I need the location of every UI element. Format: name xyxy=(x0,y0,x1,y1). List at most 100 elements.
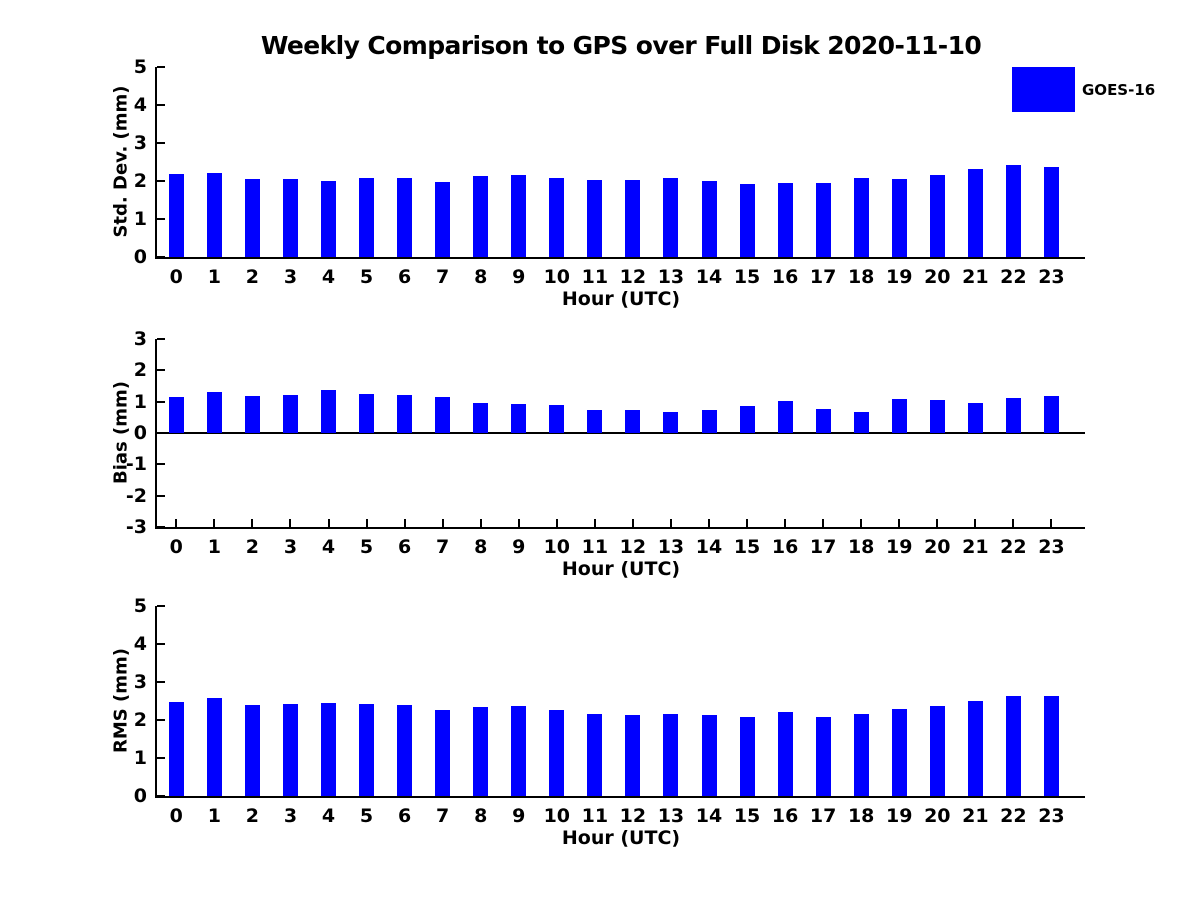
bar-hour-1 xyxy=(206,391,222,433)
bar-hour-7 xyxy=(435,397,451,433)
x-tick-label: 0 xyxy=(169,805,183,827)
y-tick-label: -3 xyxy=(125,516,147,538)
x-tick-label: 1 xyxy=(207,805,221,827)
y-axis-line xyxy=(155,606,157,798)
x-tick-label: 20 xyxy=(924,536,951,558)
x-tick xyxy=(631,519,634,527)
x-tick xyxy=(593,519,596,527)
y-tick-label: 3 xyxy=(133,132,147,154)
bar-hour-15 xyxy=(739,406,755,433)
x-tick xyxy=(860,519,863,527)
zero-line xyxy=(155,432,1085,434)
x-tick-label: 14 xyxy=(695,266,723,288)
y-tick-label: 1 xyxy=(133,390,147,413)
y-tick xyxy=(157,400,165,403)
bar-hour-16 xyxy=(777,182,793,257)
x-tick-label: 19 xyxy=(886,266,913,288)
bar-hour-14 xyxy=(701,180,717,257)
bar-hour-6 xyxy=(397,705,413,796)
bar-hour-17 xyxy=(815,182,831,257)
y-tick-label: 4 xyxy=(133,94,147,116)
bar-hour-4 xyxy=(321,180,336,257)
bar-hour-9 xyxy=(511,174,527,257)
bar-hour-18 xyxy=(853,177,869,257)
x-tick-label: 5 xyxy=(359,805,374,827)
bar-hour-19 xyxy=(891,398,907,433)
x-tick-label: 9 xyxy=(512,536,526,558)
bar-hour-15 xyxy=(739,716,755,796)
y-tick xyxy=(157,605,165,607)
x-tick-label: 20 xyxy=(924,266,951,288)
x-tick-label: 19 xyxy=(886,805,913,827)
x-tick-label: 13 xyxy=(657,266,685,288)
x-tick-label: 15 xyxy=(733,805,761,827)
bar-hour-7 xyxy=(435,710,451,796)
bar-hour-22 xyxy=(1005,397,1021,433)
x-tick xyxy=(479,519,482,527)
bar-hour-6 xyxy=(397,177,413,257)
y-axis-line xyxy=(155,67,157,259)
x-tick-label: 17 xyxy=(809,266,837,288)
y-tick-label: -2 xyxy=(125,484,147,507)
bar-hour-16 xyxy=(777,401,793,433)
y-tick-label: 2 xyxy=(133,170,147,192)
x-tick xyxy=(1050,519,1053,527)
x-tick-label: 3 xyxy=(283,805,298,827)
bar-hour-2 xyxy=(244,704,260,796)
bar-hour-5 xyxy=(359,704,375,796)
bar-hour-21 xyxy=(967,168,983,257)
x-tick xyxy=(936,519,939,527)
x-axis-label-hour-utc: Hour (UTC) xyxy=(561,288,681,310)
x-tick-label: 14 xyxy=(695,805,723,827)
x-tick-label: 4 xyxy=(321,536,336,558)
x-tick-label: 23 xyxy=(1038,805,1065,827)
x-tick-label: 22 xyxy=(1000,536,1027,558)
bar-hour-22 xyxy=(1005,695,1021,796)
x-tick-label: 8 xyxy=(474,805,488,827)
x-tick-label: 12 xyxy=(619,266,647,288)
bar-hour-4 xyxy=(321,703,336,796)
y-tick xyxy=(157,256,165,258)
y-tick xyxy=(157,338,165,340)
x-tick-label: 11 xyxy=(581,805,609,827)
bar-hour-18 xyxy=(853,411,869,433)
x-tick-label: 12 xyxy=(619,805,647,827)
y-tick xyxy=(157,643,165,645)
bar-hour-0 xyxy=(168,173,184,257)
x-axis-line xyxy=(155,527,1085,529)
x-tick xyxy=(669,519,672,527)
x-tick-label: 1 xyxy=(207,266,221,288)
y-tick xyxy=(157,719,165,721)
bar-hour-11 xyxy=(587,179,603,257)
x-tick-label: 13 xyxy=(657,805,685,827)
bar-hour-0 xyxy=(168,396,184,433)
x-tick-label: 7 xyxy=(436,266,450,288)
x-tick xyxy=(327,519,330,527)
bar-hour-5 xyxy=(359,177,375,257)
x-tick xyxy=(289,519,292,527)
y-tick xyxy=(157,104,165,106)
bar-hour-23 xyxy=(1043,396,1059,433)
y-tick-label: 0 xyxy=(133,422,147,444)
bar-hour-17 xyxy=(815,716,831,796)
bar-hour-21 xyxy=(967,403,983,433)
x-tick-label: 23 xyxy=(1038,536,1065,558)
y-tick-label: 2 xyxy=(133,709,147,731)
y-tick-label: 5 xyxy=(133,595,147,617)
x-tick-label: 20 xyxy=(924,805,951,827)
bar-hour-13 xyxy=(663,714,679,796)
x-tick xyxy=(213,519,216,527)
x-tick xyxy=(555,519,558,527)
bar-hour-6 xyxy=(397,395,413,433)
bar-hour-9 xyxy=(511,404,527,433)
x-tick-label: 0 xyxy=(169,536,183,558)
bar-hour-7 xyxy=(435,181,451,257)
bar-hour-1 xyxy=(206,698,222,796)
y-axis-line xyxy=(155,339,157,529)
x-tick-label: 16 xyxy=(771,266,799,288)
y-tick xyxy=(157,757,165,759)
bar-hour-10 xyxy=(549,177,565,257)
y-tick xyxy=(157,180,165,182)
bar-hour-2 xyxy=(244,395,260,433)
x-tick-label: 2 xyxy=(245,536,259,558)
